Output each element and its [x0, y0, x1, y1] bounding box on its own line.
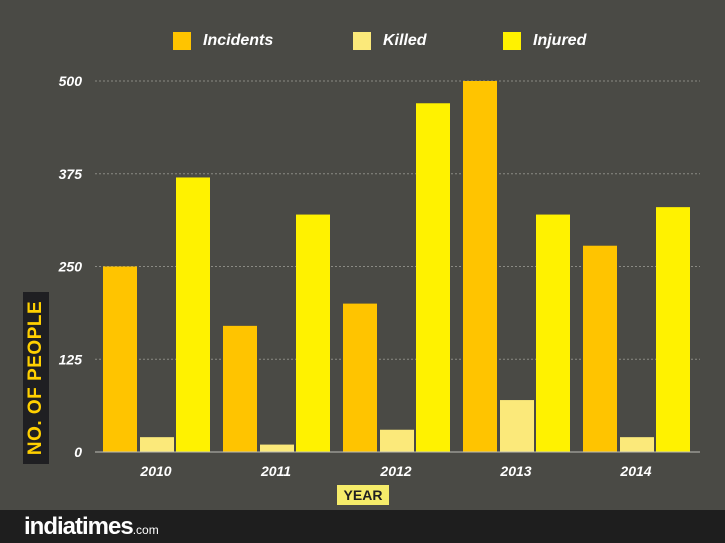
bar-chart: 0 125 250 375 500 2010 2011 2012 2013 2014	[58, 73, 700, 479]
brand-name: indiatimes	[24, 513, 134, 540]
y-tick-label-0: 0	[74, 444, 82, 460]
y-axis-label-box	[23, 292, 49, 464]
bar-killed-2014	[620, 437, 654, 452]
x-axis-label: YEAR	[337, 485, 389, 505]
bar-incidents-2012	[343, 303, 377, 452]
legend-item-killed: Killed	[353, 32, 427, 50]
bar-killed-2010	[140, 437, 174, 452]
x-tick-label-2013: 2013	[499, 463, 531, 479]
legend-item-injured: Injured	[503, 32, 586, 50]
legend-swatch-incidents	[173, 32, 191, 50]
bar-injured-2011	[296, 214, 330, 452]
bar-incidents-2010	[103, 266, 137, 452]
bar-incidents-2011	[223, 325, 257, 452]
x-tick-label-2010: 2010	[139, 463, 171, 479]
legend-item-incidents: Incidents	[173, 32, 273, 50]
brand-domain: .com	[132, 523, 159, 537]
y-tick-label-125: 125	[59, 351, 83, 367]
y-axis-label: NO. OF PEOPLE	[25, 300, 46, 456]
x-tick-label-2011: 2011	[260, 463, 291, 479]
legend-label-incidents: Incidents	[203, 32, 274, 49]
footer-bar: indiatimes.com	[0, 510, 725, 543]
x-tick-label-2012: 2012	[379, 463, 411, 479]
y-tick-label-250: 250	[58, 259, 83, 275]
bar-injured-2013	[536, 214, 570, 452]
bar-killed-2013	[500, 400, 534, 452]
bar-incidents-2014	[583, 245, 617, 452]
legend-label-injured: Injured	[533, 32, 587, 49]
legend-label-killed: Killed	[383, 32, 427, 49]
x-tick-label-2014: 2014	[619, 463, 651, 479]
bar-injured-2014	[656, 207, 690, 452]
bar-injured-2012	[416, 103, 450, 452]
legend-swatch-killed	[353, 32, 371, 50]
bar-killed-2011	[260, 444, 294, 452]
bar-incidents-2013	[463, 81, 497, 452]
legend-swatch-injured	[503, 32, 521, 50]
bar-killed-2012	[380, 429, 414, 452]
bar-injured-2010	[176, 177, 210, 452]
y-tick-label-375: 375	[59, 166, 83, 182]
y-tick-label-500: 500	[59, 73, 83, 89]
legend: Incidents Killed Injured	[0, 32, 725, 56]
brand-logo: indiatimes.com	[24, 513, 159, 541]
